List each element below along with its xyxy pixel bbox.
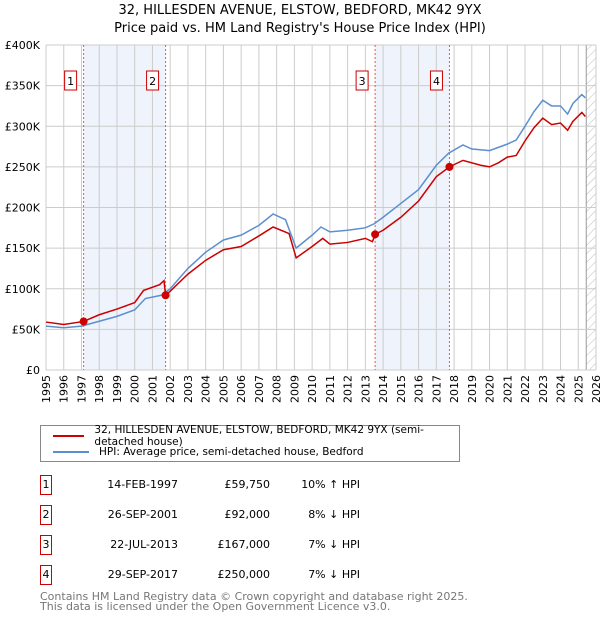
x-tick-label: 2006 bbox=[235, 375, 248, 403]
sale-label: 1 bbox=[67, 75, 74, 88]
sale-label: 4 bbox=[433, 75, 440, 88]
x-tick-label: 2007 bbox=[253, 375, 266, 403]
sale-label-box bbox=[355, 70, 369, 91]
x-tick-label: 2025 bbox=[572, 375, 585, 403]
x-tick-label: 2009 bbox=[288, 375, 301, 403]
x-tick-label: 2002 bbox=[164, 375, 177, 403]
sale-label: 3 bbox=[359, 75, 366, 88]
sale-point bbox=[161, 291, 170, 300]
x-tick-label: 2022 bbox=[519, 375, 532, 403]
x-tick-label: 2013 bbox=[359, 375, 372, 403]
chart-subtitle: Price paid vs. HM Land Registry's House … bbox=[114, 21, 486, 36]
sale-date: 26-SEP-2001 bbox=[107, 508, 178, 521]
x-tick-label: 2004 bbox=[200, 375, 213, 403]
sale-hpi-diff: 7% ↓ HPI bbox=[308, 568, 360, 581]
y-tick-label: £100K bbox=[5, 283, 41, 296]
sale-row: 4 29-SEP-2017 £250,000 7% ↓ HPI bbox=[40, 565, 600, 585]
sale-date: 14-FEB-1997 bbox=[107, 478, 178, 491]
legend-item-hpi: HPI: Average price, semi-detached house,… bbox=[53, 444, 363, 460]
sale-price: £92,000 bbox=[224, 508, 271, 521]
sale-label-box bbox=[429, 70, 443, 91]
x-tick-label: 2018 bbox=[448, 375, 461, 403]
x-tick-label: 2026 bbox=[590, 375, 600, 403]
x-tick-label: 2021 bbox=[501, 375, 514, 403]
y-tick-label: £0 bbox=[26, 364, 40, 377]
sale-point bbox=[371, 230, 380, 239]
x-tick-label: 2011 bbox=[324, 375, 337, 403]
sale-price: £59,750 bbox=[224, 478, 271, 491]
sale-date: 29-SEP-2017 bbox=[107, 568, 178, 581]
x-tick-label: 2014 bbox=[377, 375, 390, 403]
x-tick-label: 2016 bbox=[413, 375, 426, 403]
x-tick-label: 1997 bbox=[75, 375, 88, 403]
x-tick-label: 2015 bbox=[395, 375, 408, 403]
sale-label: 2 bbox=[149, 75, 156, 88]
sale-hpi-diff: 8% ↓ HPI bbox=[308, 508, 360, 521]
x-tick-label: 2005 bbox=[217, 375, 230, 403]
sale-number-badge: 2 bbox=[40, 505, 52, 525]
footer-copyright: Contains HM Land Registry data © Crown c… bbox=[40, 590, 468, 603]
legend-swatch-blue bbox=[53, 451, 89, 453]
x-tick-label: 2020 bbox=[484, 375, 497, 403]
sale-number-badge: 1 bbox=[40, 475, 52, 495]
x-tick-label: 1999 bbox=[111, 375, 124, 403]
x-tick-label: 2003 bbox=[182, 375, 195, 403]
legend: 32, HILLESDEN AVENUE, ELSTOW, BEDFORD, M… bbox=[40, 424, 460, 462]
sale-number-badge: 3 bbox=[40, 535, 52, 555]
legend-item-property: 32, HILLESDEN AVENUE, ELSTOW, BEDFORD, M… bbox=[53, 424, 459, 448]
sale-label-box bbox=[146, 70, 160, 91]
y-tick-label: £50K bbox=[12, 323, 41, 336]
x-tick-label: 2008 bbox=[271, 375, 284, 403]
x-tick-label: 2023 bbox=[537, 375, 550, 403]
series-line bbox=[45, 93, 586, 329]
x-tick-label: 2010 bbox=[306, 375, 319, 403]
y-tick-label: £250K bbox=[5, 161, 41, 174]
series-line bbox=[45, 111, 586, 326]
legend-label: 32, HILLESDEN AVENUE, ELSTOW, BEDFORD, M… bbox=[94, 424, 424, 448]
sale-row: 2 26-SEP-2001 £92,000 8% ↓ HPI bbox=[40, 505, 600, 525]
sale-row: 1 14-FEB-1997 £59,750 10% ↑ HPI bbox=[40, 475, 600, 495]
x-tick-label: 1995 bbox=[40, 375, 53, 403]
sale-number-badge: 4 bbox=[40, 565, 52, 585]
footer-licence: This data is licensed under the Open Gov… bbox=[40, 600, 391, 613]
x-tick-label: 2024 bbox=[555, 375, 568, 403]
x-tick-label: 2019 bbox=[466, 375, 479, 403]
legend-swatch-red bbox=[53, 435, 85, 437]
x-tick-label: 2012 bbox=[342, 375, 355, 403]
y-tick-label: £300K bbox=[5, 120, 41, 133]
sale-price: £250,000 bbox=[217, 568, 271, 581]
y-tick-label: £200K bbox=[5, 202, 41, 215]
sale-price: £167,000 bbox=[217, 538, 271, 551]
y-tick-label: £150K bbox=[5, 242, 41, 255]
sale-row: 3 22-JUL-2013 £167,000 7% ↓ HPI bbox=[40, 535, 600, 555]
sale-label-box bbox=[64, 70, 78, 91]
legend-label: HPI: Average price, semi-detached house,… bbox=[99, 446, 364, 458]
x-tick-label: 2017 bbox=[430, 375, 443, 403]
sale-date: 22-JUL-2013 bbox=[110, 538, 178, 551]
x-tick-label: 1996 bbox=[58, 375, 71, 403]
sale-hpi-diff: 7% ↓ HPI bbox=[308, 538, 360, 551]
x-tick-label: 2000 bbox=[129, 375, 142, 403]
sale-hpi-diff: 10% ↑ HPI bbox=[301, 478, 360, 491]
sale-point bbox=[445, 162, 454, 171]
chart-title: 32, HILLESDEN AVENUE, ELSTOW, BEDFORD, M… bbox=[118, 3, 482, 18]
sale-point bbox=[79, 317, 88, 326]
x-tick-label: 2001 bbox=[146, 375, 159, 403]
y-tick-label: £400K bbox=[5, 39, 41, 52]
y-tick-label: £350K bbox=[5, 80, 41, 93]
x-tick-label: 1998 bbox=[93, 375, 106, 403]
line-chart: 1995 1996 1997 1998 1999 2000 2001 2002 2003 2004… bbox=[5, 39, 600, 403]
